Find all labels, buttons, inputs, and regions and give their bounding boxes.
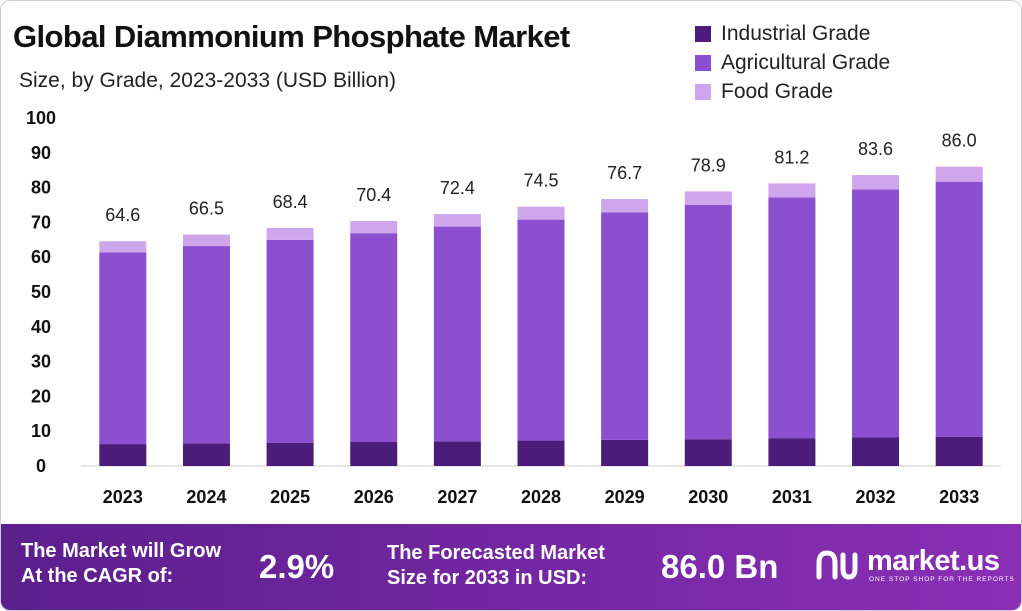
bar-segment-industrial-grade [852,437,900,466]
bar-segment-industrial-grade [517,440,565,466]
legend-item-food: Food Grade [695,77,890,106]
chart-title: Global Diammonium Phosphate Market [13,19,570,54]
brand-name: market.us [867,545,1000,577]
bar-segment-industrial-grade [601,439,649,466]
bar-total-label: 81.2 [774,147,809,167]
bar-total-label: 74.5 [523,171,558,191]
bar-segment-industrial-grade [433,441,481,466]
y-tick-label: 100 [26,108,56,128]
cagr-label-line2: At the CAGR of: [21,565,174,587]
bar-segment-food-grade [517,206,565,220]
bar-segment-industrial-grade [935,436,983,466]
bar-segment-agricultural-grade [182,246,230,444]
y-tick-label: 10 [31,421,51,441]
bar-segment-food-grade [182,234,230,247]
x-tick-label: 2024 [186,487,226,507]
legend-swatch-food [695,83,711,100]
summary-footer: The Market will Grow At the CAGR of: 2.9… [1,524,1021,610]
x-tick-label: 2027 [437,487,477,507]
bar-total-label: 86.0 [942,131,977,151]
brand-logo: market.us ONE STOP SHOP FOR THE REPORTS [813,546,1015,583]
legend-item-agricultural: Agricultural Grade [695,48,890,77]
forecast-label-line1: The Forecasted Market [387,542,605,564]
brand-tagline: ONE STOP SHOP FOR THE REPORTS [869,576,1015,583]
bar-segment-food-grade [684,191,732,205]
bar-segment-food-grade [433,214,481,227]
cagr-label: The Market will Grow At the CAGR of: [21,539,221,589]
legend-swatch-industrial [695,25,711,42]
bar-segment-food-grade [601,199,649,213]
bar-total-label: 68.4 [273,192,308,212]
x-tick-label: 2023 [103,487,143,507]
x-tick-label: 2033 [939,487,979,507]
forecast-label: The Forecasted Market Size for 2033 in U… [387,541,605,591]
bar-segment-industrial-grade [684,439,732,466]
bar-total-label: 64.6 [105,205,140,225]
legend-label-agricultural: Agricultural Grade [721,50,891,74]
y-tick-label: 70 [31,212,51,232]
y-tick-label: 30 [31,352,51,372]
chart-subtitle: Size, by Grade, 2023-2033 (USD Billion) [19,69,397,92]
bar-segment-agricultural-grade [768,197,816,439]
y-tick-label: 90 [31,143,51,163]
bar-segment-food-grade [935,166,983,182]
x-tick-label: 2029 [605,487,645,507]
bar-segment-agricultural-grade [601,212,649,440]
bar-segment-industrial-grade [350,441,398,466]
bar-segment-industrial-grade [266,442,314,466]
x-tick-label: 2028 [521,487,561,507]
x-tick-label: 2032 [856,487,896,507]
bar-segment-industrial-grade [182,443,230,466]
bar-segment-food-grade [99,241,147,253]
forecast-value: 86.0 Bn [661,548,779,585]
bar-segment-industrial-grade [99,444,147,466]
bar-segment-agricultural-grade [852,189,900,438]
stacked-bar-chart: 010203040506070809010064.6202366.5202468… [26,108,1001,507]
bar-segment-food-grade [852,175,900,190]
bar-total-label: 70.4 [356,185,391,205]
bar-segment-agricultural-grade [935,181,983,437]
y-tick-label: 20 [31,386,51,406]
bar-segment-food-grade [266,227,314,240]
bar-total-label: 66.5 [189,199,224,219]
bar-total-label: 72.4 [440,178,475,198]
legend-label-industrial: Industrial Grade [721,21,871,45]
bar-segment-agricultural-grade [350,233,398,442]
bar-total-label: 76.7 [607,163,642,183]
bar-segment-agricultural-grade [99,252,147,445]
cagr-value: 2.9% [259,548,335,585]
y-tick-label: 50 [31,282,51,302]
y-tick-label: 80 [31,178,51,198]
y-tick-label: 40 [31,317,51,337]
bar-total-label: 78.9 [691,155,726,175]
forecast-label-line2: Size for 2033 in USD: [387,567,588,589]
y-tick-label: 0 [36,456,46,476]
bar-segment-agricultural-grade [433,226,481,442]
bar-segment-agricultural-grade [266,239,314,443]
x-tick-label: 2026 [354,487,394,507]
bar-segment-industrial-grade [768,438,816,466]
legend-swatch-agricultural [695,54,711,71]
legend-label-food: Food Grade [721,79,834,103]
x-tick-label: 2025 [270,487,310,507]
cagr-label-line1: The Market will Grow [21,540,222,562]
chart-legend: Industrial Grade Agricultural Grade Food… [695,19,890,106]
bar-segment-food-grade [350,221,398,234]
bar-total-label: 83.6 [858,139,893,159]
x-tick-label: 2031 [772,487,812,507]
bar-segment-agricultural-grade [517,219,565,441]
bar-segment-agricultural-grade [684,205,732,440]
x-tick-label: 2030 [688,487,728,507]
market-us-logo-icon [816,549,858,580]
bar-segment-food-grade [768,183,816,198]
legend-item-industrial: Industrial Grade [695,19,890,48]
y-tick-label: 60 [31,247,51,267]
